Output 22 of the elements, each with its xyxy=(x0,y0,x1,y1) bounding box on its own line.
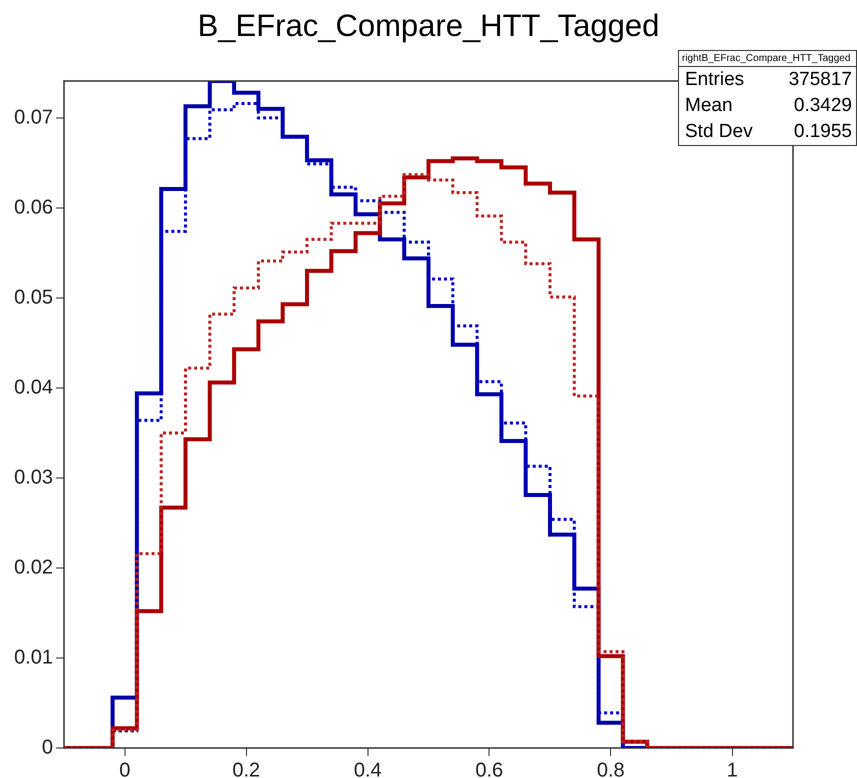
y-tick-label: 0 xyxy=(42,736,53,759)
x-tick-label: 0.6 xyxy=(475,760,504,778)
annotation: Std Dev xyxy=(685,121,753,143)
y-tick-label: 0.06 xyxy=(14,196,53,218)
x-tick-label: 0.8 xyxy=(596,760,625,778)
y-tick-label: 0.01 xyxy=(14,646,53,668)
x-tick-label: 0.2 xyxy=(232,760,260,778)
chart-title: B_EFrac_Compare_HTT_Tagged xyxy=(196,8,660,44)
y-tick-label: 0.02 xyxy=(14,556,53,578)
y-tick-label: 0.03 xyxy=(14,466,53,488)
x-tick-label: 0 xyxy=(119,760,130,778)
y-tick-label: 0.04 xyxy=(14,376,53,398)
text: rightB_EFrac_Compare_HTT_Tagged xyxy=(679,51,856,67)
y-tick-label: 0.07 xyxy=(14,106,53,128)
text: 0.3429 xyxy=(794,95,852,117)
y-tick-label: 0.05 xyxy=(14,286,53,308)
annotation: 375817 xyxy=(788,69,852,91)
text: 0.1955 xyxy=(794,121,852,143)
x-tick-label: 0.4 xyxy=(354,760,382,778)
annotation: Mean xyxy=(685,95,733,117)
annotation: Entries xyxy=(685,69,744,91)
x-tick-label: 1 xyxy=(726,760,738,778)
